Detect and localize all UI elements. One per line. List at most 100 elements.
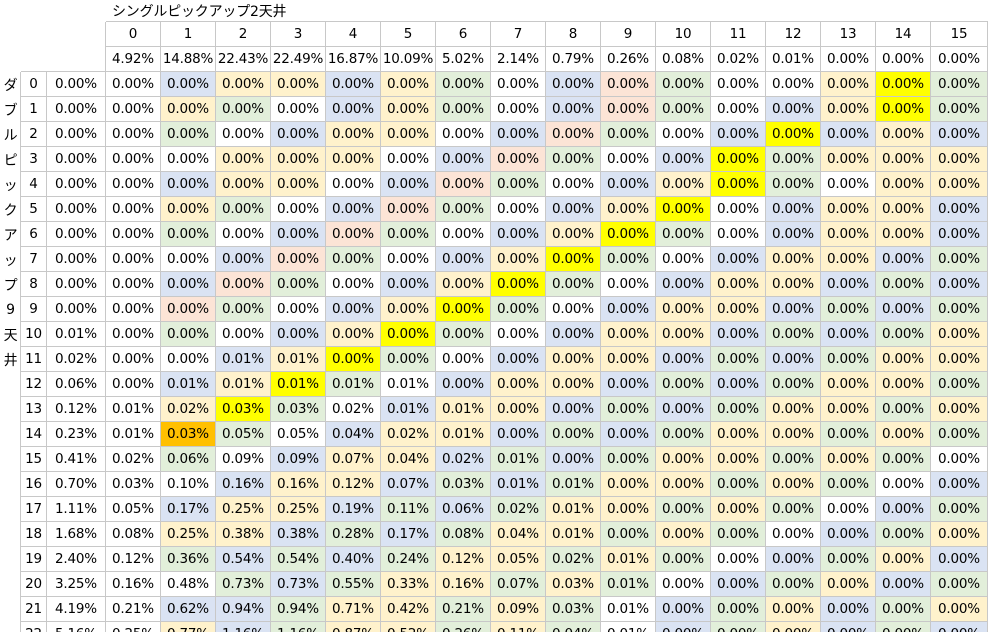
table-cell[interactable]: 0.00%	[766, 472, 821, 497]
column-header[interactable]: 15	[931, 22, 988, 47]
table-cell[interactable]: 0.00%	[931, 622, 988, 632]
table-cell[interactable]: 0.00%	[931, 272, 988, 297]
table-cell[interactable]: 0.00%	[821, 347, 876, 372]
table-cell[interactable]: 0.00%	[821, 172, 876, 197]
column-probability[interactable]: 0.00%	[931, 47, 988, 72]
table-cell[interactable]: 0.00%	[931, 172, 988, 197]
table-cell[interactable]: 0.00%	[546, 147, 601, 172]
table-cell[interactable]: 0.25%	[106, 622, 161, 632]
row-header[interactable]: 11	[21, 347, 47, 372]
table-cell[interactable]: 0.25%	[161, 522, 216, 547]
table-cell[interactable]: 0.00%	[491, 172, 546, 197]
table-cell[interactable]: 0.00%	[711, 472, 766, 497]
row-header[interactable]: 13	[21, 397, 47, 422]
row-probability[interactable]: 0.00%	[47, 197, 106, 222]
table-cell[interactable]: 0.00%	[876, 447, 931, 472]
table-cell[interactable]: 0.00%	[711, 347, 766, 372]
column-header[interactable]: 8	[546, 22, 601, 47]
row-probability[interactable]: 0.12%	[47, 397, 106, 422]
table-cell[interactable]: 0.05%	[216, 422, 271, 447]
table-cell[interactable]: 0.00%	[931, 322, 988, 347]
column-probability[interactable]: 0.26%	[601, 47, 656, 72]
table-cell[interactable]: 0.05%	[271, 422, 326, 447]
table-cell[interactable]: 0.00%	[766, 397, 821, 422]
table-cell[interactable]: 0.00%	[931, 447, 988, 472]
table-cell[interactable]: 0.16%	[271, 472, 326, 497]
table-cell[interactable]: 0.00%	[216, 172, 271, 197]
table-cell[interactable]: 0.00%	[326, 172, 381, 197]
column-header[interactable]: 7	[491, 22, 546, 47]
row-probability[interactable]: 0.70%	[47, 472, 106, 497]
row-probability[interactable]: 0.00%	[47, 272, 106, 297]
table-cell[interactable]: 0.00%	[546, 72, 601, 97]
table-cell[interactable]: 0.00%	[601, 472, 656, 497]
column-probability[interactable]: 0.00%	[876, 47, 931, 72]
table-cell[interactable]: 0.00%	[326, 247, 381, 272]
table-cell[interactable]: 0.00%	[876, 122, 931, 147]
table-cell[interactable]: 0.00%	[876, 422, 931, 447]
table-cell[interactable]: 0.00%	[876, 322, 931, 347]
table-cell[interactable]: 0.00%	[821, 497, 876, 522]
table-cell[interactable]: 0.02%	[161, 397, 216, 422]
row-probability[interactable]: 0.00%	[47, 97, 106, 122]
table-cell[interactable]: 0.00%	[711, 622, 766, 632]
table-cell[interactable]: 0.00%	[216, 247, 271, 272]
table-cell[interactable]: 0.00%	[436, 297, 491, 322]
table-cell[interactable]: 0.00%	[821, 372, 876, 397]
table-cell[interactable]: 0.00%	[106, 147, 161, 172]
table-cell[interactable]: 0.02%	[436, 447, 491, 472]
table-cell[interactable]: 0.00%	[931, 422, 988, 447]
table-cell[interactable]: 0.00%	[271, 272, 326, 297]
table-cell[interactable]: 0.00%	[601, 297, 656, 322]
table-cell[interactable]: 0.00%	[931, 197, 988, 222]
column-probability[interactable]: 5.02%	[436, 47, 491, 72]
table-cell[interactable]: 0.00%	[931, 372, 988, 397]
table-cell[interactable]: 0.00%	[491, 97, 546, 122]
table-cell[interactable]: 0.01%	[326, 372, 381, 397]
table-cell[interactable]: 0.01%	[601, 572, 656, 597]
table-cell[interactable]: 0.00%	[436, 97, 491, 122]
row-header[interactable]: 9	[21, 297, 47, 322]
table-cell[interactable]: 0.00%	[931, 122, 988, 147]
table-cell[interactable]: 0.00%	[546, 272, 601, 297]
table-cell[interactable]: 0.01%	[106, 422, 161, 447]
row-header[interactable]: 12	[21, 372, 47, 397]
row-probability[interactable]: 0.00%	[47, 72, 106, 97]
table-cell[interactable]: 0.00%	[326, 322, 381, 347]
table-cell[interactable]: 0.00%	[601, 197, 656, 222]
table-cell[interactable]: 0.00%	[656, 422, 711, 447]
table-cell[interactable]: 0.00%	[821, 322, 876, 347]
table-cell[interactable]: 0.00%	[821, 197, 876, 222]
table-cell[interactable]: 0.00%	[216, 97, 271, 122]
table-cell[interactable]: 0.00%	[711, 322, 766, 347]
table-cell[interactable]: 0.03%	[271, 397, 326, 422]
table-cell[interactable]: 0.00%	[271, 147, 326, 172]
table-cell[interactable]: 0.00%	[326, 197, 381, 222]
table-cell[interactable]: 0.00%	[326, 122, 381, 147]
table-cell[interactable]: 0.00%	[491, 322, 546, 347]
column-probability[interactable]: 22.49%	[271, 47, 326, 72]
row-probability[interactable]: 0.00%	[47, 297, 106, 322]
table-cell[interactable]: 0.00%	[766, 372, 821, 397]
table-cell[interactable]: 0.06%	[161, 447, 216, 472]
row-probability[interactable]: 0.06%	[47, 372, 106, 397]
row-header[interactable]: 16	[21, 472, 47, 497]
table-cell[interactable]: 0.00%	[381, 172, 436, 197]
table-cell[interactable]: 0.00%	[381, 147, 436, 172]
column-probability[interactable]: 14.88%	[161, 47, 216, 72]
column-header[interactable]: 1	[161, 22, 216, 47]
table-cell[interactable]: 0.00%	[931, 472, 988, 497]
table-cell[interactable]: 0.00%	[711, 372, 766, 397]
table-cell[interactable]: 0.00%	[876, 297, 931, 322]
table-cell[interactable]: 0.00%	[766, 447, 821, 472]
table-cell[interactable]: 0.00%	[601, 497, 656, 522]
table-cell[interactable]: 0.00%	[161, 197, 216, 222]
row-header[interactable]: 3	[21, 147, 47, 172]
table-cell[interactable]: 0.00%	[601, 347, 656, 372]
table-cell[interactable]: 0.00%	[216, 322, 271, 347]
table-cell[interactable]: 0.00%	[766, 547, 821, 572]
table-cell[interactable]: 0.01%	[161, 372, 216, 397]
table-cell[interactable]: 0.00%	[821, 97, 876, 122]
table-cell[interactable]: 0.01%	[546, 472, 601, 497]
table-cell[interactable]: 0.00%	[271, 122, 326, 147]
